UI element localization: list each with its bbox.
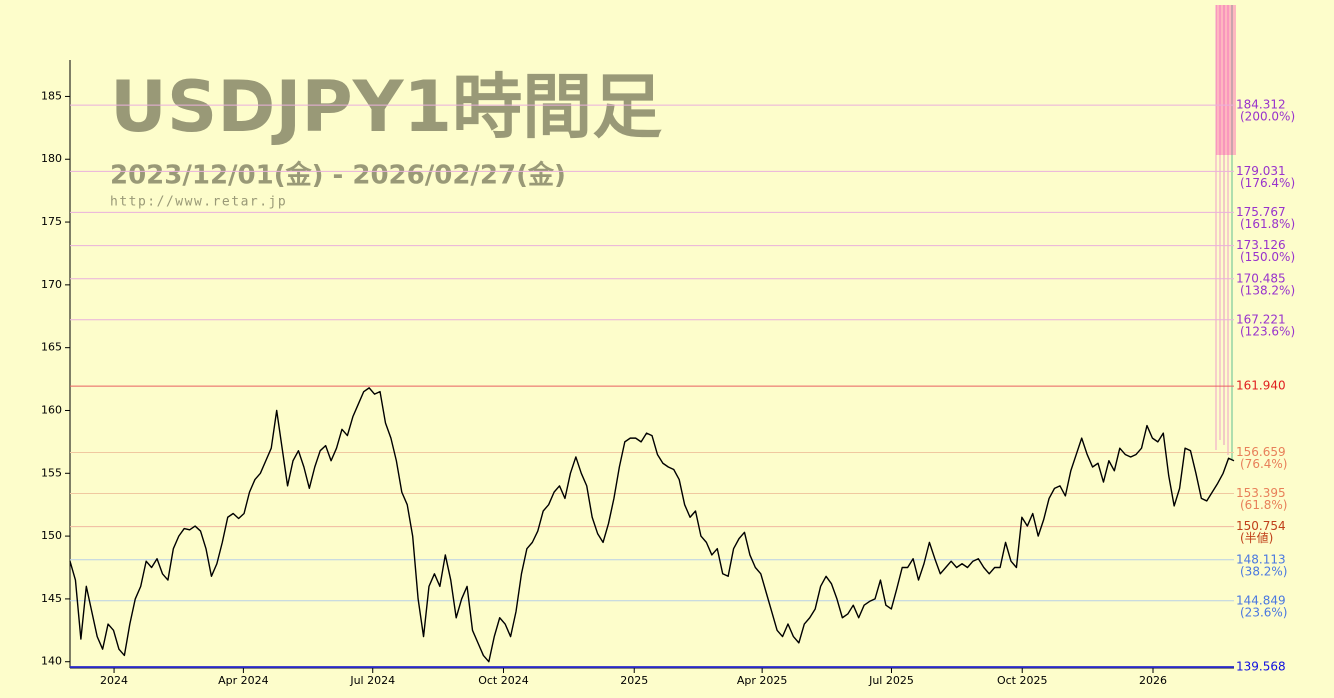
level-label: 173.126: [1236, 238, 1286, 252]
x-tick-label: 2025: [620, 674, 648, 687]
x-tick-label: 2024: [100, 674, 128, 687]
level-note: (161.8%): [1240, 217, 1295, 231]
level-label: 161.940: [1236, 379, 1286, 393]
level-label: 170.485: [1236, 271, 1286, 285]
x-tick-label: Apr 2025: [737, 674, 788, 687]
x-tick-label: Jul 2024: [349, 674, 395, 687]
level-label: 148.113: [1236, 552, 1286, 566]
level-label: 150.754: [1236, 519, 1286, 533]
level-note: (150.0%): [1240, 250, 1295, 264]
y-tick-label: 150: [41, 529, 62, 542]
y-tick-label: 165: [41, 341, 62, 354]
level-note: (200.0%): [1240, 110, 1295, 124]
x-tick-label: Oct 2024: [478, 674, 529, 687]
level-label: 153.395: [1236, 486, 1286, 500]
level-note: (176.4%): [1240, 176, 1295, 190]
marker-label-block: [1216, 5, 1236, 155]
x-tick-label: Jul 2025: [868, 674, 914, 687]
x-tick-label: Apr 2024: [218, 674, 269, 687]
level-label: 144.849: [1236, 593, 1286, 607]
level-note: (38.2%): [1240, 564, 1287, 578]
y-tick-label: 155: [41, 466, 62, 479]
marker-lines: [1215, 5, 1236, 460]
level-label: 175.767: [1236, 205, 1286, 219]
level-label: 139.568: [1236, 660, 1286, 674]
level-note: (23.6%): [1240, 605, 1287, 619]
y-tick-label: 170: [41, 278, 62, 291]
y-tick-label: 160: [41, 403, 62, 416]
x-tick-label: Oct 2025: [997, 674, 1048, 687]
y-tick-label: 175: [41, 215, 62, 228]
level-note: (半値): [1240, 530, 1273, 545]
level-note: (76.4%): [1240, 457, 1287, 471]
watermark-title: USDJPY1時間足: [110, 66, 662, 148]
level-label: 179.031: [1236, 164, 1286, 178]
source-url: http://www.retar.jp: [110, 195, 287, 210]
level-label: 167.221: [1236, 312, 1286, 326]
level-note: (138.2%): [1240, 283, 1295, 297]
y-tick-label: 180: [41, 152, 62, 165]
watermark-subtitle: 2023/12/01(金) - 2026/02/27(金): [110, 160, 566, 191]
x-tick-label: 2026: [1139, 674, 1167, 687]
y-tick-label: 140: [41, 655, 62, 668]
y-tick-label: 185: [41, 89, 62, 102]
y-tick-label: 145: [41, 592, 62, 605]
level-note: (123.6%): [1240, 324, 1295, 338]
level-label: 184.312: [1236, 98, 1286, 112]
level-note: (61.8%): [1240, 498, 1287, 512]
price-line: [69, 387, 1235, 663]
level-label: 156.659: [1236, 445, 1286, 459]
